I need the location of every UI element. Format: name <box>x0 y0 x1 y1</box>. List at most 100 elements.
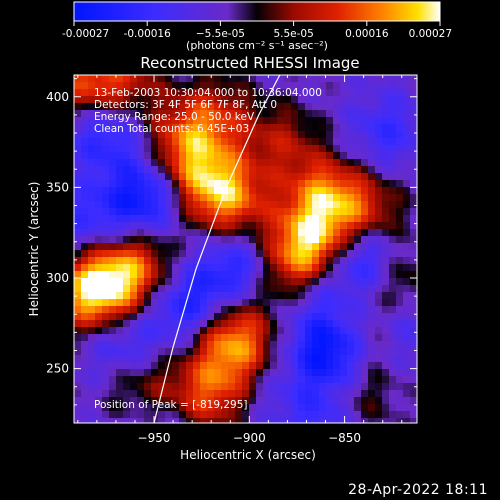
heatmap-cell <box>102 75 109 82</box>
heatmap-cell <box>410 320 417 327</box>
heatmap-cell <box>165 89 172 96</box>
heatmap-cell <box>235 362 242 369</box>
heatmap-cell <box>277 208 284 215</box>
heatmap-cell <box>368 229 375 236</box>
heatmap-cell <box>228 341 235 348</box>
heatmap-cell <box>291 145 298 152</box>
heatmap-cell <box>340 96 347 103</box>
heatmap-cell <box>347 173 354 180</box>
heatmap-cell <box>368 152 375 159</box>
heatmap-cell <box>109 404 116 411</box>
heatmap-cell <box>333 383 340 390</box>
heatmap-cell <box>158 306 165 313</box>
heatmap-cell <box>389 75 396 82</box>
heatmap-cell <box>207 334 214 341</box>
heatmap-cell <box>298 173 305 180</box>
heatmap-cell <box>270 334 277 341</box>
heatmap-cell <box>221 96 228 103</box>
heatmap-cell <box>179 418 186 423</box>
heatmap-cell <box>207 229 214 236</box>
heatmap-cell <box>151 292 158 299</box>
heatmap-cell <box>389 334 396 341</box>
heatmap-cell <box>123 75 130 82</box>
heatmap-cell <box>333 103 340 110</box>
heatmap-cell <box>242 355 249 362</box>
heatmap-cell <box>144 159 151 166</box>
heatmap-cell <box>81 418 88 423</box>
heatmap-cell <box>235 334 242 341</box>
heatmap-cell <box>214 397 221 404</box>
heatmap-cell <box>74 369 81 376</box>
heatmap-cell <box>249 376 256 383</box>
heatmap-cell <box>305 208 312 215</box>
heatmap-cell <box>228 166 235 173</box>
heatmap-cell <box>214 418 221 423</box>
heatmap-cell <box>221 208 228 215</box>
heatmap-cell <box>95 411 102 418</box>
heatmap-cell <box>207 383 214 390</box>
heatmap-cell <box>256 327 263 334</box>
heatmap-cell <box>130 348 137 355</box>
heatmap-cell <box>305 131 312 138</box>
heatmap-cell <box>305 180 312 187</box>
heatmap-cell <box>74 229 81 236</box>
heatmap-cell <box>375 278 382 285</box>
heatmap-cell <box>403 187 410 194</box>
heatmap-cell <box>256 159 263 166</box>
heatmap-cell <box>277 96 284 103</box>
heatmap-cell <box>186 383 193 390</box>
heatmap-cell <box>88 271 95 278</box>
heatmap-cell <box>340 138 347 145</box>
heatmap-cell <box>116 320 123 327</box>
heatmap-cell <box>123 110 130 117</box>
heatmap-cell <box>88 390 95 397</box>
heatmap-cell <box>403 173 410 180</box>
heatmap-cell <box>410 376 417 383</box>
heatmap-cell <box>347 376 354 383</box>
heatmap-cell <box>389 201 396 208</box>
heatmap-cell <box>242 145 249 152</box>
heatmap-cell <box>284 348 291 355</box>
heatmap-cell <box>305 236 312 243</box>
heatmap-cell <box>319 187 326 194</box>
heatmap-cell <box>305 278 312 285</box>
heatmap-cell <box>319 103 326 110</box>
heatmap-cell <box>319 180 326 187</box>
heatmap-cell <box>214 243 221 250</box>
heatmap-cell <box>130 124 137 131</box>
heatmap-cell <box>186 159 193 166</box>
heatmap-cell <box>277 110 284 117</box>
heatmap-cell <box>137 306 144 313</box>
heatmap-cell <box>354 152 361 159</box>
heatmap-cell <box>151 229 158 236</box>
heatmap-cell <box>333 320 340 327</box>
heatmap-cell <box>165 201 172 208</box>
heatmap-cell <box>410 159 417 166</box>
heatmap-cell <box>361 75 368 82</box>
heatmap-cell <box>298 82 305 89</box>
heatmap-cell <box>256 236 263 243</box>
heatmap-cell <box>277 250 284 257</box>
heatmap-cell <box>172 292 179 299</box>
heatmap-cell <box>263 208 270 215</box>
heatmap-cell <box>172 257 179 264</box>
heatmap-cell <box>242 306 249 313</box>
heatmap-cell <box>228 278 235 285</box>
heatmap-cell <box>207 278 214 285</box>
heatmap-cell <box>375 369 382 376</box>
heatmap-cell <box>396 96 403 103</box>
heatmap-cell <box>249 390 256 397</box>
heatmap-cell <box>291 313 298 320</box>
heatmap-cell <box>298 404 305 411</box>
heatmap-cell <box>340 208 347 215</box>
heatmap-cell <box>109 208 116 215</box>
heatmap-cell <box>326 404 333 411</box>
heatmap-cell <box>284 187 291 194</box>
heatmap-cell <box>340 215 347 222</box>
heatmap-cell <box>235 75 242 82</box>
heatmap-cell <box>123 355 130 362</box>
heatmap-cell <box>319 257 326 264</box>
heatmap-cell <box>109 89 116 96</box>
heatmap-cell <box>382 390 389 397</box>
heatmap-cell <box>382 320 389 327</box>
